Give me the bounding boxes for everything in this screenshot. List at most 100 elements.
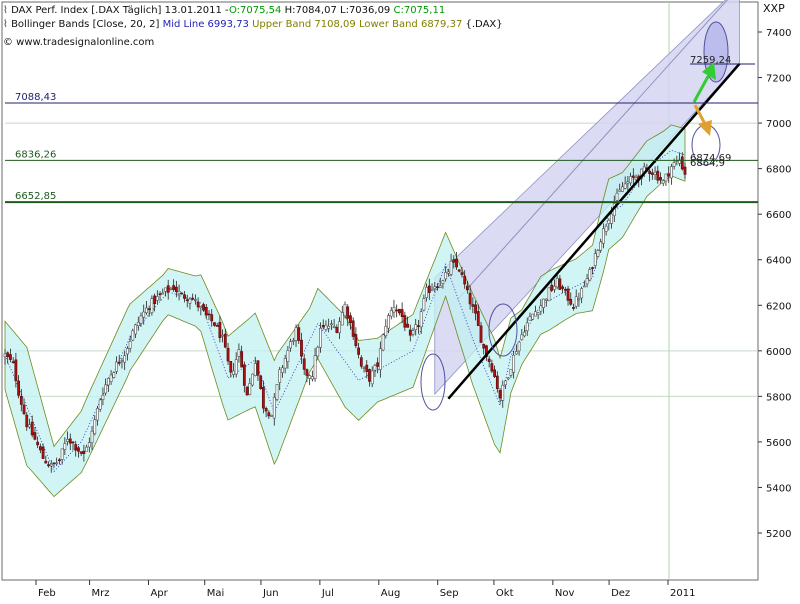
candle-body	[378, 348, 382, 371]
candle	[650, 168, 654, 180]
candle	[300, 332, 303, 364]
candle-body	[471, 304, 475, 307]
orange-arrow-head	[698, 120, 712, 136]
candle	[683, 162, 687, 179]
candle	[188, 297, 192, 310]
horizontal-level-layer: 7088,43 6836,26 6652,85	[5, 63, 758, 204]
candle	[142, 304, 146, 325]
candle-body	[441, 280, 445, 284]
y-tick-label: 7000	[766, 119, 791, 130]
candle-body	[430, 288, 434, 292]
candle-body	[207, 313, 211, 316]
candle-body	[463, 275, 467, 285]
candle-body	[177, 290, 181, 295]
candle	[520, 329, 524, 341]
candle	[278, 366, 282, 391]
candle-body	[504, 380, 507, 386]
candle	[213, 322, 216, 327]
candle-body	[74, 444, 78, 451]
header-tilde-icon: ⌇	[3, 5, 11, 16]
x-tick-label: Mai	[207, 588, 225, 599]
candle	[36, 436, 40, 449]
candle-body	[153, 295, 157, 305]
candle	[631, 168, 635, 184]
candle-body	[98, 399, 102, 410]
candle	[533, 305, 537, 317]
candle-body	[204, 306, 208, 316]
y-tick-label: 5200	[766, 529, 791, 540]
candle-body	[629, 176, 633, 184]
candle	[384, 319, 388, 339]
header-open: O:7075,54	[229, 5, 281, 16]
candle-body	[33, 432, 37, 440]
candle	[433, 282, 437, 293]
candle-body	[77, 447, 80, 452]
candle	[310, 370, 314, 382]
candle-body	[528, 316, 532, 321]
bb-mid: Mid Line 6993,73	[163, 19, 249, 30]
candle	[112, 371, 116, 379]
candle-body	[164, 287, 167, 292]
candle-body	[245, 386, 249, 396]
candle-body	[272, 396, 276, 419]
candle-body	[90, 430, 94, 444]
target-label: 7259,24	[690, 55, 731, 66]
candle	[281, 364, 284, 378]
header-index: DAX Perf. Index [.DAX Täglich] 13.01.201…	[11, 5, 229, 16]
candle	[664, 173, 668, 186]
channel-upper-line	[456, 0, 728, 302]
candle-body	[433, 286, 437, 290]
candle-body	[351, 320, 355, 337]
candle-body	[555, 278, 559, 288]
candle-body	[678, 159, 681, 164]
candle-body	[392, 307, 396, 313]
candle-body	[36, 441, 40, 446]
green-arrow-head	[702, 62, 716, 80]
candle-body	[506, 377, 510, 380]
candle-body	[101, 394, 105, 400]
candle	[653, 166, 657, 180]
candle	[191, 293, 195, 301]
candle-body	[93, 419, 97, 435]
candle-body	[397, 308, 401, 314]
candle-body	[9, 354, 12, 360]
candle-body	[41, 446, 45, 459]
candle-body	[267, 412, 271, 417]
candle	[359, 355, 363, 369]
candle	[180, 291, 184, 295]
candle	[463, 270, 467, 289]
candle-body	[452, 259, 456, 263]
candle-body	[672, 162, 676, 167]
candle-body	[346, 306, 350, 319]
candle-body	[253, 363, 257, 376]
candle	[580, 286, 584, 304]
candle-body	[259, 375, 263, 389]
candle	[553, 279, 556, 293]
candle-body	[289, 341, 293, 349]
candle-body	[656, 170, 660, 181]
candle-body	[680, 156, 684, 170]
candle-body	[47, 464, 50, 467]
touch-point-ellipse	[488, 303, 518, 357]
candle	[425, 283, 429, 302]
candle	[63, 437, 67, 455]
candle	[604, 223, 608, 236]
candle-body	[226, 347, 230, 362]
candle-body	[19, 395, 23, 405]
y-tick-label: 5400	[766, 483, 791, 494]
candle	[215, 322, 219, 327]
candle	[395, 304, 399, 318]
candle-body	[601, 228, 605, 244]
x-tick-label: Dez	[611, 588, 630, 599]
candle-body	[683, 166, 687, 175]
candle-body	[509, 368, 513, 376]
candle	[106, 377, 110, 393]
candle-body	[136, 322, 140, 327]
candle	[308, 374, 312, 386]
candle-body	[310, 376, 314, 380]
candle	[444, 266, 448, 282]
candle	[38, 443, 42, 454]
candle-body	[242, 364, 246, 386]
